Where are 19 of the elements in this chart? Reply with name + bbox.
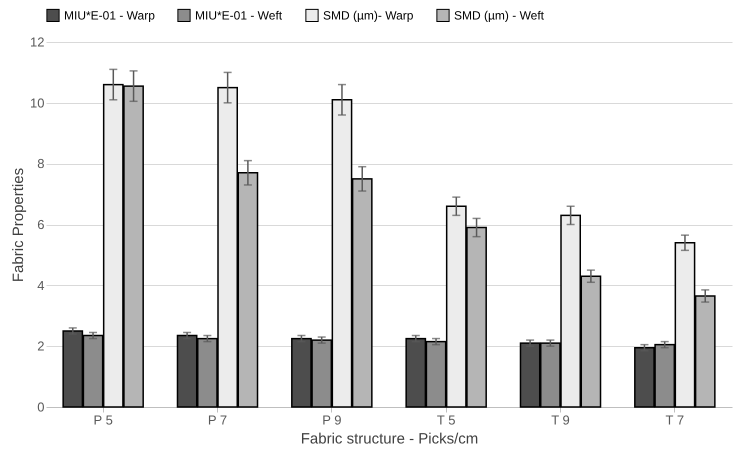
legend-label: SMD (µm)- Warp: [323, 8, 414, 22]
x-tick-label: T 9: [551, 412, 570, 428]
y-tick-label: 10: [30, 95, 44, 110]
y-tick-label: 6: [37, 217, 44, 232]
legend-label: MIU*E-01 - Warp: [64, 8, 156, 22]
y-tick-label: 0: [37, 400, 44, 414]
x-axis-title: Fabric structure - Picks/cm: [300, 430, 478, 448]
y-tick-label: 2: [37, 338, 44, 354]
legend-label: MIU*E-01 - Weft: [195, 8, 283, 22]
x-tick-label: P 7: [208, 412, 228, 428]
x-tick-label: P 9: [322, 412, 342, 428]
y-axis-title: Fabric Properties: [10, 168, 28, 282]
x-tick-label: T 5: [436, 412, 456, 428]
y-tick-label: 8: [37, 156, 44, 172]
y-tick-label: 12: [30, 34, 44, 50]
x-tick-label: P 5: [94, 412, 113, 428]
legend-label: SMD (µm) - Weft: [454, 8, 545, 22]
y-tick-label: 4: [37, 278, 44, 293]
x-tick-label: T 7: [666, 412, 684, 428]
